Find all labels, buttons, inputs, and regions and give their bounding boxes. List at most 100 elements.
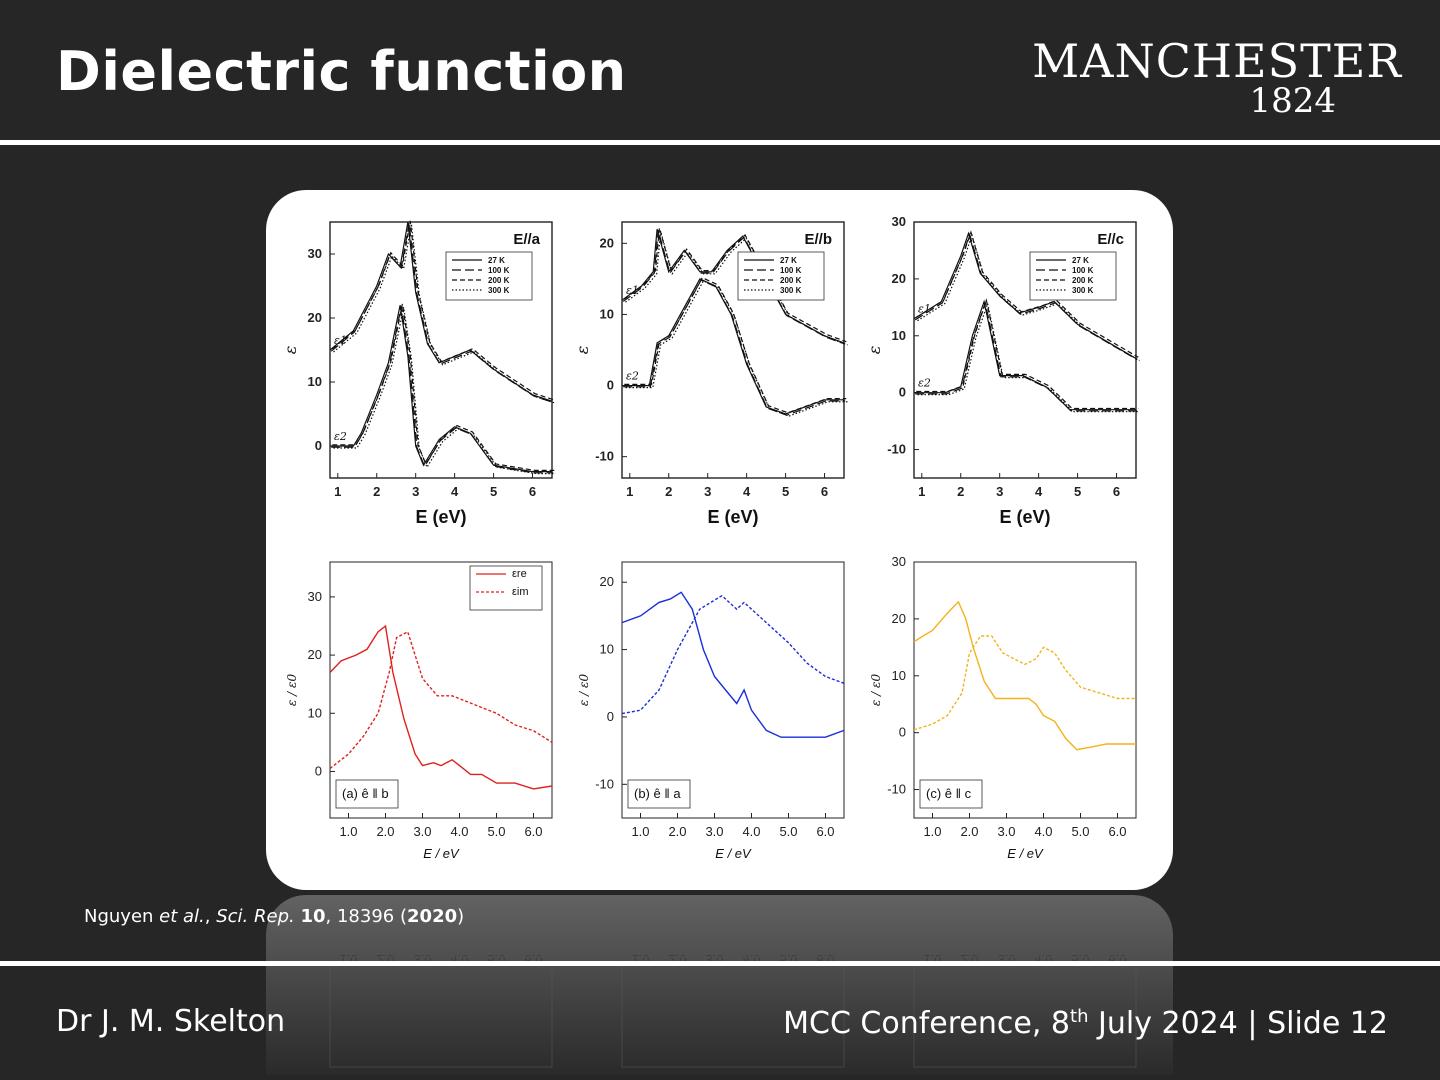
legend-label: 27 K [1072,256,1089,265]
y-tick-label: 20 [308,647,322,662]
logo-year: 1824 [1249,81,1336,121]
citation: Nguyen et al., Sci. Rep. 10, 18396 (2020… [84,906,465,927]
x-axis-label: E / eV [1007,846,1044,861]
x-tick-label: 2.0 [376,824,394,839]
x-tick-label: 2.0 [960,824,978,839]
panel-label: (c) ê ‖ c [926,786,972,801]
citation-year: 2020 [407,906,458,927]
panel-label: (a) ê ‖ b [342,786,389,801]
y-tick-label: 10 [892,328,906,343]
series-label: ε2 [918,377,931,390]
series-line [329,630,553,770]
legend-label: εim [512,586,529,598]
legend-label: 100 K [780,266,802,275]
x-axis-label: E (eV) [999,507,1050,527]
legend-label: 100 K [1072,266,1094,275]
series-label: ε1 [334,334,347,347]
series-line [622,230,846,345]
plot-frame [621,221,845,479]
x-axis-label: E / eV [423,846,460,861]
legend-label: 300 K [1072,286,1094,295]
x-tick-label: 5 [782,484,789,499]
y-tick-label: 10 [308,705,322,720]
series-line [333,223,556,404]
x-tick-label: 5 [1074,484,1081,499]
plot-frame [913,221,1137,479]
y-tick-label: 20 [600,235,614,250]
y-tick-label: 10 [600,306,614,321]
panel-label-box [627,779,691,809]
series-line [333,307,556,475]
x-axis-label: E / eV [715,846,752,861]
x-tick-label: 2 [957,484,964,499]
y-tick-label: 30 [308,589,322,604]
x-tick-label: 4.0 [1034,824,1052,839]
plot-frame [329,221,553,479]
x-tick-label: 3 [704,484,711,499]
footer-separator: | [1247,1006,1258,1041]
plot-frame [621,561,845,819]
y-axis-label: ε [865,346,884,355]
reflection-frame [621,956,845,1068]
series-label: ε1 [918,303,931,316]
series-line [331,220,555,401]
series-line [917,301,1140,413]
citation-journal: Sci. Rep. [216,906,295,927]
panel-label: E//b [804,231,832,248]
y-axis-label: ε / ε0 [285,674,299,707]
series-line [329,221,553,402]
x-tick-label: 6 [1113,484,1120,499]
x-tick-label: 4 [451,484,459,499]
conference-date: July 2024 [1088,1006,1238,1041]
series-label: ε2 [626,370,639,383]
y-tick-label: 30 [892,214,906,229]
chart-4: 1.0 2.0 3.0 4.0 5.0 6.0 0 10 20 30 E / eV ε / ε0 (a)… [285,561,553,861]
series-line [621,591,845,738]
y-tick-label: 30 [308,246,322,261]
y-tick-label: 20 [600,574,614,589]
y-axis-label: ε [573,346,592,355]
x-tick-label: 6 [821,484,828,499]
y-tick-label: 20 [892,611,906,626]
x-tick-label: 5.0 [1071,824,1089,839]
x-tick-label: 3.0 [413,824,431,839]
slide-title: Dielectric function [56,40,627,103]
y-tick-label: -10 [887,442,906,457]
legend-label: εre [512,568,527,580]
series-line [917,233,1140,362]
y-tick-label: 0 [899,725,906,740]
date-ordinal: th [1070,1006,1089,1027]
series-line [625,280,848,417]
x-tick-label: 6.0 [816,824,834,839]
y-tick-label: 0 [315,438,322,453]
footer-divider [0,961,1440,966]
x-tick-label: 4.0 [742,824,760,839]
x-tick-label: 3 [996,484,1003,499]
x-axis-label: E (eV) [415,507,466,527]
series-line [915,230,1139,358]
x-tick-label: 2 [665,484,672,499]
panel-label-box [335,779,399,809]
chart-6: 1.0 2.0 3.0 4.0 5.0 6.0 -10 0 10 20 30 E / eV ε / ε0… [869,554,1137,861]
y-tick-label: 10 [600,642,614,657]
header-divider [0,140,1440,145]
x-tick-label: 5.0 [779,824,797,839]
x-tick-label: 1 [918,484,925,499]
x-tick-label: 1 [334,484,341,499]
legend-label: 200 K [1072,276,1094,285]
reflection-chart-1: 1.0 2.0 3.0 4.0 5.0 6.0 [329,952,553,1068]
y-tick-label: -10 [595,776,614,791]
reflection-frame [913,956,1137,1068]
university-logo: MANCHESTER 1824 [1032,36,1402,121]
slide-number: Slide 12 [1267,1006,1388,1041]
y-tick-label: 20 [892,271,906,286]
legend-label: 100 K [488,266,510,275]
y-tick-label: 0 [607,378,614,393]
panel-label: E//c [1097,231,1124,248]
series-line [916,298,1139,410]
plot-frame [913,561,1137,819]
x-tick-label: 4 [1035,484,1043,499]
x-tick-label: 5 [490,484,497,499]
legend-label: 300 K [488,286,510,295]
